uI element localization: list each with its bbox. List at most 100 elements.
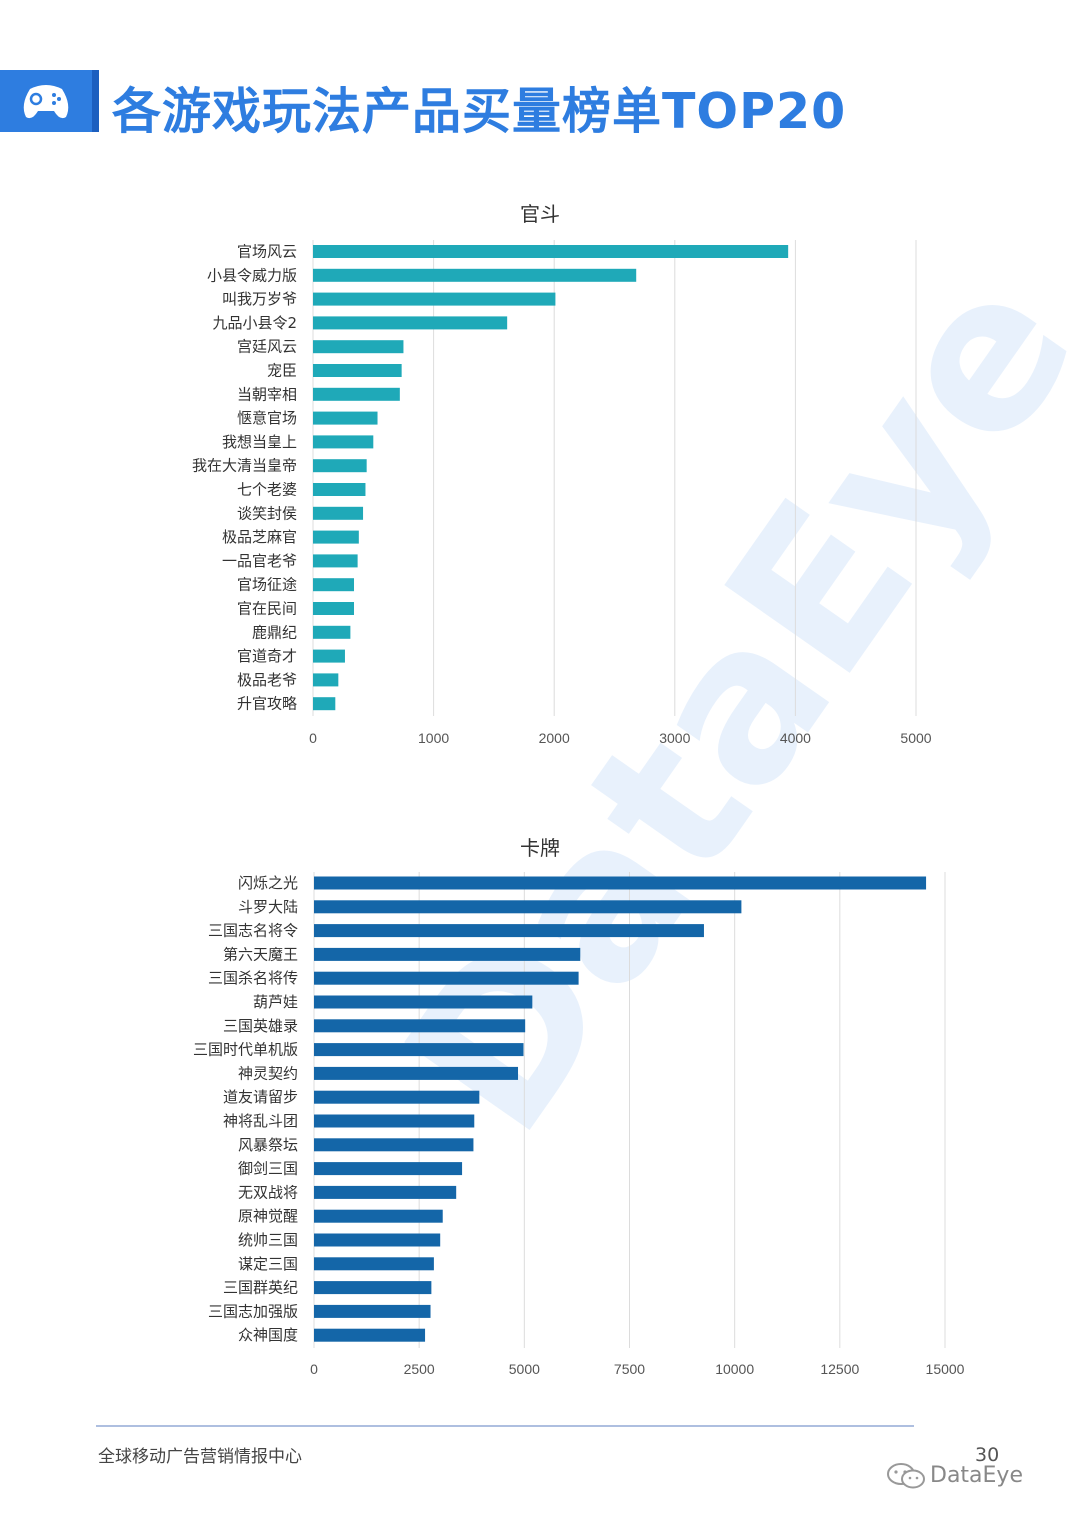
bar [314,1019,526,1033]
wechat-icon [887,1463,925,1489]
bar [313,364,402,377]
category-label: 宠臣 [267,362,297,380]
bar [313,316,508,330]
category-label: 极品老爷 [237,671,297,689]
category-label: 升官攻略 [237,695,297,713]
category-label: 极品芝麻官 [222,528,297,546]
bar [313,245,789,258]
bar [314,1162,463,1176]
bar [313,554,358,568]
category-label: 三国志名将令 [208,922,298,940]
bar [314,1281,432,1295]
category-label: 葫芦娃 [253,993,298,1011]
bar [313,506,364,520]
brand-name: DataEye [930,1463,1023,1488]
bar [313,483,366,496]
header-icon-box [0,70,92,132]
x-tick-label: 10000 [715,1361,754,1377]
bar [313,625,351,639]
bar [314,947,581,961]
brand-mark: DataEye [886,1462,1023,1490]
bar [314,1185,457,1199]
gamepad-icon [23,85,69,119]
bar [313,292,556,306]
category-label: 众神国度 [238,1326,298,1344]
category-label: 七个老婆 [237,481,297,499]
category-label: 一品官老爷 [222,552,297,570]
bar [313,578,355,592]
bar [314,1209,443,1223]
bar [313,602,355,615]
x-tick-label: 15000 [926,1361,965,1377]
chart-title: 卡牌 [520,836,560,860]
category-label: 第六天魔王 [223,945,298,963]
bar [314,1043,524,1057]
bar [314,1304,431,1318]
category-label: 原神觉醒 [238,1207,298,1225]
category-label: 三国英雄录 [223,1017,298,1035]
x-tick-label: 2500 [404,1361,435,1377]
category-label: 谈笑封侯 [237,504,297,522]
bar [314,971,579,985]
category-label: 神灵契约 [238,1064,298,1082]
footer-org: 全球移动广告营销情报中心 [98,1447,302,1467]
x-tick-label: 1000 [418,730,449,746]
category-label: 三国志加强版 [208,1302,298,1320]
bar [314,1328,426,1342]
category-label: 三国时代单机版 [193,1041,298,1059]
category-label: 谋定三国 [238,1255,298,1273]
bar [314,1114,475,1128]
chart-guandou-plot: 0 1000 2000 3000 4000 5000 官场风云小县令威力版叫我万岁爷九品小县… [192,240,932,746]
category-label: 宫廷风云 [237,338,297,356]
bar [313,697,336,711]
category-label: 无双战将 [238,1183,298,1201]
category-label: 统帅三国 [238,1231,298,1249]
category-label: 风暴祭坛 [238,1136,298,1154]
x-tick-label: 2000 [539,730,570,746]
x-tick-label: 12500 [820,1361,859,1377]
category-label: 官道奇才 [237,647,297,665]
bar [313,387,400,401]
x-tick-label: 7500 [614,1361,645,1377]
bar [314,1138,474,1152]
x-tick-label: 5000 [509,1361,540,1377]
bar [313,649,345,663]
header-accent-bar [92,70,99,132]
category-label: 道友请留步 [223,1088,298,1106]
page-number: 30 [975,1444,1000,1466]
category-label: 御剑三国 [238,1160,298,1178]
category-label: 三国群英纪 [223,1279,298,1297]
chart-title: 官斗 [520,202,560,226]
category-label: 我想当皇上 [222,433,297,451]
category-label: 惬意官场 [237,409,297,427]
footer-divider [96,1425,914,1427]
x-tick-label: 4000 [780,730,811,746]
bar [314,900,742,914]
bar [314,1233,441,1247]
category-label: 小县令威力版 [207,266,297,284]
x-tick-label: 0 [309,730,317,746]
bar [314,1066,519,1080]
bar [314,1090,480,1104]
bar [314,1257,434,1271]
category-label: 我在大清当皇帝 [192,457,297,475]
category-label: 官场风云 [237,243,297,261]
bar [313,673,339,687]
category-label: 官场征途 [237,576,297,594]
category-label: 三国杀名将传 [208,969,298,987]
bar [313,340,404,354]
category-label: 当朝宰相 [237,385,297,403]
bar [314,876,927,890]
x-tick-label: 3000 [659,730,690,746]
category-label: 神将乱斗团 [223,1112,298,1130]
bar [313,411,378,425]
bar [313,435,374,449]
x-tick-label: 0 [310,1361,318,1377]
category-label: 官在民间 [237,600,297,618]
bar [313,268,637,282]
bar [314,924,704,938]
category-label: 叫我万岁爷 [222,290,297,308]
category-label: 闪烁之光 [238,874,298,892]
bar [314,995,533,1009]
chart-kapai-plot: 0 2500 5000 7500 10000 12500 15000 闪烁之光斗罗大陆三国志名… [193,872,965,1377]
